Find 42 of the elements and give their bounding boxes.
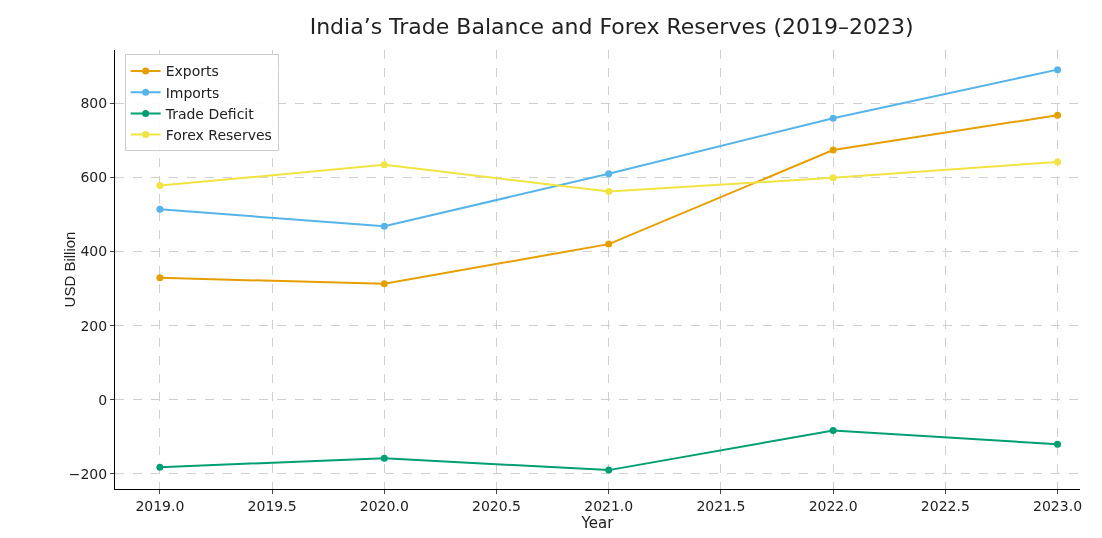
point	[156, 463, 164, 471]
x-tick-label: 2022.5	[920, 497, 970, 514]
x-tick-label: 2021.5	[696, 497, 746, 514]
y-tick-label: 0	[98, 391, 108, 408]
point	[605, 240, 613, 248]
point	[829, 174, 837, 182]
legend-label: Forex Reserves	[165, 127, 272, 144]
point	[156, 274, 164, 282]
legend-label: Exports	[165, 63, 219, 80]
point	[380, 280, 388, 288]
point	[156, 182, 164, 190]
point	[829, 146, 837, 154]
x-tick-label: 2019.5	[247, 497, 297, 514]
point	[1054, 66, 1062, 74]
point	[829, 426, 837, 434]
point	[380, 161, 388, 169]
point	[829, 114, 837, 122]
legend-label: Trade Deficit	[164, 105, 255, 122]
point	[380, 454, 388, 462]
point	[605, 188, 613, 196]
legend-label: Imports	[165, 84, 220, 101]
x-tick-label: 2021.0	[584, 497, 634, 514]
point	[1054, 158, 1062, 166]
point	[380, 222, 388, 230]
y-tick-label: 600	[80, 169, 108, 186]
y-axis-title: USD Billion	[61, 231, 78, 308]
y-tick-label: −200	[68, 465, 108, 482]
x-axis-title: Year	[580, 513, 615, 532]
chart-title: India’s Trade Balance and Forex Reserves (2019–2023)	[309, 14, 914, 40]
x-tick-label: 2020.5	[472, 497, 522, 514]
point	[1054, 440, 1062, 448]
y-tick-label: 200	[80, 317, 108, 334]
y-tick-label: 400	[80, 243, 108, 260]
y-tick-label: 800	[80, 95, 108, 112]
x-tick-label: 2019.0	[135, 497, 185, 514]
x-tick-label: 2022.0	[808, 497, 858, 514]
x-tick-label: 2023.0	[1033, 497, 1083, 514]
x-tick-label: 2020.0	[359, 497, 409, 514]
point	[605, 170, 613, 178]
point	[605, 466, 613, 474]
point	[1054, 111, 1062, 119]
point	[156, 205, 164, 213]
